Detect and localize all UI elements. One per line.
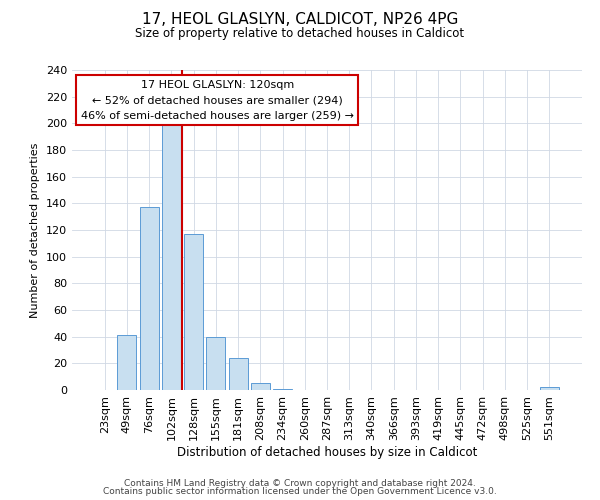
- Bar: [251, 384, 270, 390]
- Bar: [540, 388, 559, 390]
- Text: Contains public sector information licensed under the Open Government Licence v3: Contains public sector information licen…: [103, 487, 497, 496]
- Bar: [273, 388, 292, 390]
- Bar: [206, 336, 225, 390]
- Bar: [184, 234, 203, 390]
- X-axis label: Distribution of detached houses by size in Caldicot: Distribution of detached houses by size …: [177, 446, 477, 458]
- Text: 17 HEOL GLASLYN: 120sqm
← 52% of detached houses are smaller (294)
46% of semi-d: 17 HEOL GLASLYN: 120sqm ← 52% of detache…: [81, 80, 354, 121]
- Y-axis label: Number of detached properties: Number of detached properties: [31, 142, 40, 318]
- Bar: [162, 124, 181, 390]
- Text: Size of property relative to detached houses in Caldicot: Size of property relative to detached ho…: [136, 28, 464, 40]
- Bar: [118, 336, 136, 390]
- Bar: [229, 358, 248, 390]
- Text: Contains HM Land Registry data © Crown copyright and database right 2024.: Contains HM Land Registry data © Crown c…: [124, 478, 476, 488]
- Bar: [140, 208, 158, 390]
- Text: 17, HEOL GLASLYN, CALDICOT, NP26 4PG: 17, HEOL GLASLYN, CALDICOT, NP26 4PG: [142, 12, 458, 28]
